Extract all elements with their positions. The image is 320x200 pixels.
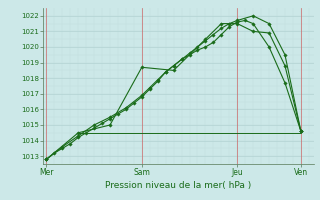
X-axis label: Pression niveau de la mer( hPa ): Pression niveau de la mer( hPa ) [105, 181, 252, 190]
